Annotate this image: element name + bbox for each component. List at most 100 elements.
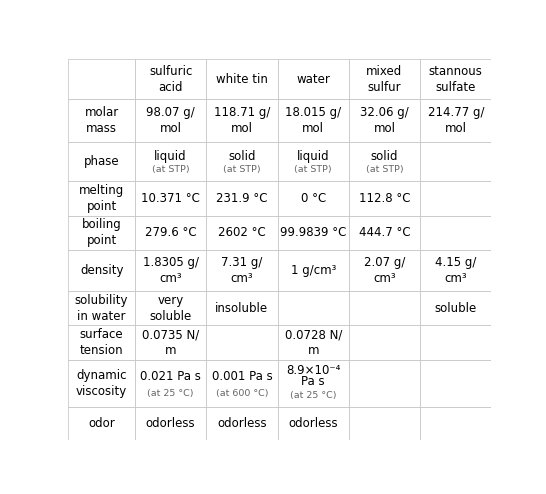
Text: 2.07 g/
cm³: 2.07 g/ cm³ <box>364 256 405 285</box>
Text: dynamic
viscosity: dynamic viscosity <box>76 369 127 398</box>
Bar <box>68 291 135 326</box>
Bar <box>68 59 135 99</box>
Text: 0 °C: 0 °C <box>301 192 326 205</box>
Bar <box>420 215 491 250</box>
Text: 32.06 g/
mol: 32.06 g/ mol <box>360 106 409 135</box>
Text: (at STP): (at STP) <box>223 165 261 174</box>
Text: 444.7 °C: 444.7 °C <box>359 226 410 240</box>
Text: (at 25 °C): (at 25 °C) <box>147 389 194 398</box>
Bar <box>277 181 349 215</box>
Bar <box>206 360 277 408</box>
Bar <box>135 59 206 99</box>
Text: phase: phase <box>84 155 120 168</box>
Bar <box>68 326 135 360</box>
Text: mixed
sulfur: mixed sulfur <box>366 65 402 94</box>
Text: 18.015 g/
mol: 18.015 g/ mol <box>285 106 341 135</box>
Text: odorless: odorless <box>288 417 338 430</box>
Bar <box>206 181 277 215</box>
Bar <box>349 360 420 408</box>
Text: 0.0735 N/
m: 0.0735 N/ m <box>142 329 199 357</box>
Bar <box>68 181 135 215</box>
Text: (at STP): (at STP) <box>366 165 403 174</box>
Bar <box>349 291 420 326</box>
Bar <box>68 408 135 440</box>
Text: (at 600 °C): (at 600 °C) <box>216 389 268 398</box>
Bar <box>277 408 349 440</box>
Bar <box>206 291 277 326</box>
Text: (at STP): (at STP) <box>294 165 332 174</box>
Bar <box>206 326 277 360</box>
Text: boiling
point: boiling point <box>82 218 122 247</box>
Bar <box>420 142 491 181</box>
Text: density: density <box>80 264 123 277</box>
Bar <box>349 250 420 291</box>
Text: 10.371 °C: 10.371 °C <box>141 192 200 205</box>
Text: (at 25 °C): (at 25 °C) <box>290 391 336 400</box>
Text: liquid: liquid <box>155 150 187 163</box>
Text: (at STP): (at STP) <box>152 165 189 174</box>
Text: water: water <box>296 73 330 86</box>
Bar <box>135 326 206 360</box>
Bar <box>349 408 420 440</box>
Bar <box>68 215 135 250</box>
Text: 8.9×10⁻⁴: 8.9×10⁻⁴ <box>286 364 340 377</box>
Bar <box>420 291 491 326</box>
Text: 0.001 Pa s: 0.001 Pa s <box>211 370 272 383</box>
Bar <box>277 142 349 181</box>
Bar <box>420 99 491 142</box>
Bar <box>277 59 349 99</box>
Text: 231.9 °C: 231.9 °C <box>216 192 268 205</box>
Bar <box>277 360 349 408</box>
Text: 1.8305 g/
cm³: 1.8305 g/ cm³ <box>143 256 199 285</box>
Bar <box>68 250 135 291</box>
Text: 214.77 g/
mol: 214.77 g/ mol <box>428 106 484 135</box>
Bar <box>135 142 206 181</box>
Bar <box>349 215 420 250</box>
Bar <box>135 250 206 291</box>
Bar <box>135 181 206 215</box>
Bar <box>135 215 206 250</box>
Text: 0.0728 N/
m: 0.0728 N/ m <box>284 329 342 357</box>
Text: solid: solid <box>228 150 256 163</box>
Text: liquid: liquid <box>297 150 330 163</box>
Bar <box>349 142 420 181</box>
Text: 98.07 g/
mol: 98.07 g/ mol <box>146 106 195 135</box>
Text: Pa s: Pa s <box>301 375 325 388</box>
Bar <box>206 215 277 250</box>
Bar <box>206 99 277 142</box>
Text: 112.8 °C: 112.8 °C <box>359 192 410 205</box>
Bar <box>206 142 277 181</box>
Bar <box>420 360 491 408</box>
Bar <box>420 250 491 291</box>
Bar <box>349 99 420 142</box>
Bar <box>277 326 349 360</box>
Text: sulfuric
acid: sulfuric acid <box>149 65 192 94</box>
Text: very
soluble: very soluble <box>150 293 192 323</box>
Bar <box>277 250 349 291</box>
Text: odorless: odorless <box>146 417 195 430</box>
Bar <box>277 99 349 142</box>
Bar <box>206 408 277 440</box>
Text: stannous
sulfate: stannous sulfate <box>429 65 483 94</box>
Text: molar
mass: molar mass <box>85 106 119 135</box>
Bar <box>68 99 135 142</box>
Text: white tin: white tin <box>216 73 268 86</box>
Text: melting
point: melting point <box>79 184 124 213</box>
Text: soluble: soluble <box>435 302 477 315</box>
Text: solubility
in water: solubility in water <box>75 293 128 323</box>
Bar <box>349 326 420 360</box>
Bar <box>135 360 206 408</box>
Bar <box>420 181 491 215</box>
Text: 0.021 Pa s: 0.021 Pa s <box>140 370 201 383</box>
Text: 1 g/cm³: 1 g/cm³ <box>290 264 336 277</box>
Bar <box>277 215 349 250</box>
Text: 7.31 g/
cm³: 7.31 g/ cm³ <box>221 256 263 285</box>
Text: odorless: odorless <box>217 417 267 430</box>
Bar <box>349 181 420 215</box>
Bar <box>206 250 277 291</box>
Bar <box>349 59 420 99</box>
Bar <box>135 291 206 326</box>
Text: surface
tension: surface tension <box>80 329 123 357</box>
Text: insoluble: insoluble <box>215 302 269 315</box>
Bar <box>420 408 491 440</box>
